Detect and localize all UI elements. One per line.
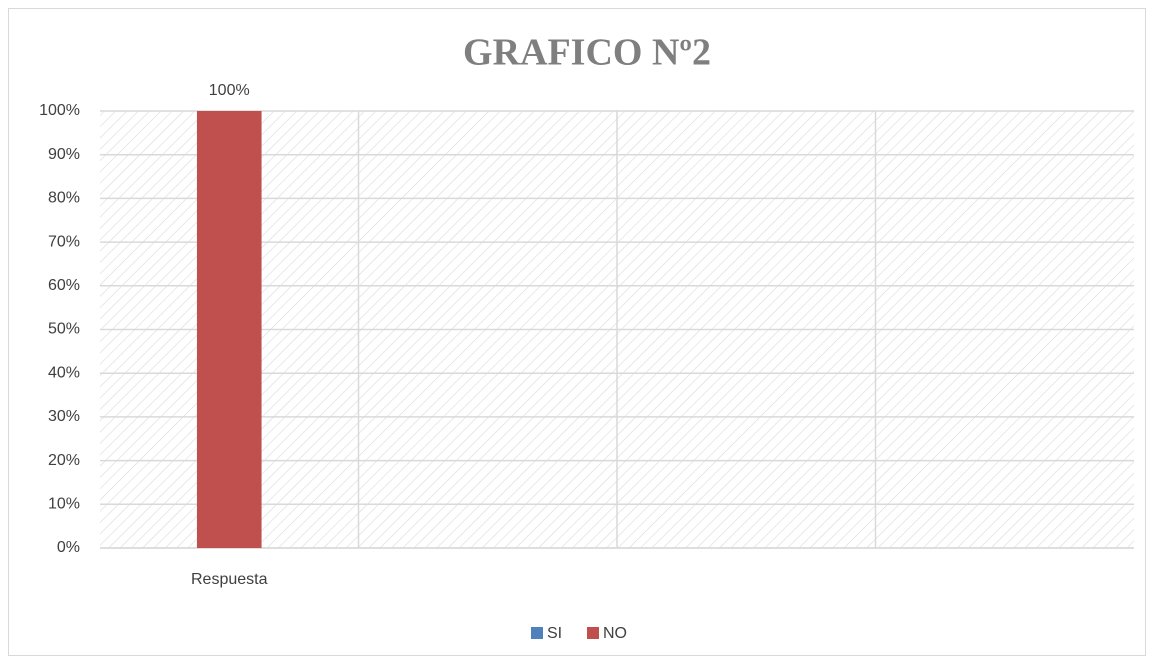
y-tick-label: 90% (48, 146, 80, 163)
chart-title: GRAFICO Nº2 (463, 32, 711, 74)
y-tick-label: 50% (48, 321, 80, 338)
y-tick-label: 70% (48, 233, 80, 250)
y-tick-label: 10% (48, 496, 80, 513)
y-tick-label: 60% (48, 277, 80, 294)
y-tick-label: 20% (48, 452, 80, 469)
y-tick-label: 80% (48, 190, 80, 207)
x-tick-label: Respuesta (191, 571, 268, 588)
y-tick-label: 30% (48, 408, 80, 425)
legend-label: SI (547, 625, 562, 642)
y-tick-label: 100% (39, 102, 80, 119)
y-tick-label: 0% (57, 539, 80, 556)
y-tick-label: 40% (48, 364, 80, 381)
bar (196, 111, 262, 548)
legend-swatch (587, 627, 599, 639)
legend-swatch (531, 627, 543, 639)
data-label: 100% (209, 82, 250, 99)
legend-label: NO (603, 625, 627, 642)
